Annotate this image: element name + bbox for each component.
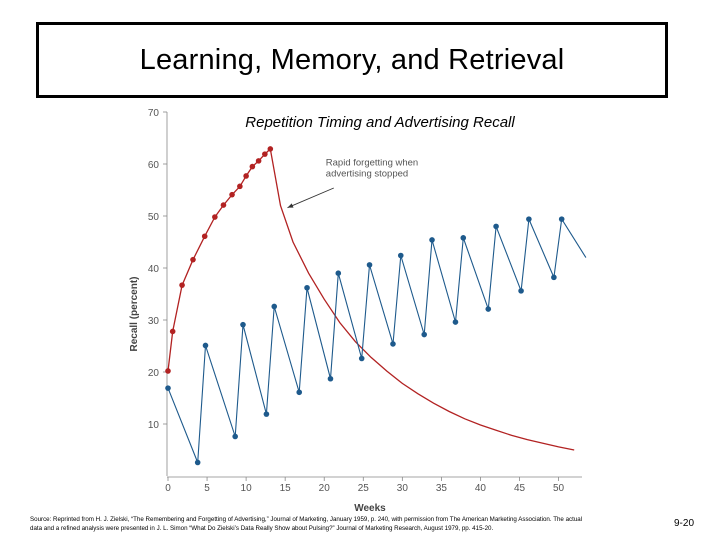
- pulsed-point: [493, 223, 499, 230]
- pulsed-point: [304, 284, 310, 291]
- x-tick-label: 20: [319, 483, 331, 494]
- slide-title: Learning, Memory, and Retrieval: [139, 43, 565, 76]
- pulsed-point: [421, 331, 428, 338]
- y-tick-label: 70: [148, 108, 160, 119]
- weekly-point: [179, 282, 185, 288]
- pulsed-point: [366, 262, 373, 268]
- chart-axes: 10 20 30 40 50 60 70 0 5 10 15 20 25 30 35 40 45 50 Weeks R…: [129, 108, 582, 514]
- pulsed-point: [518, 288, 524, 294]
- y-tick-label: 60: [148, 160, 160, 171]
- pulsed-point: [194, 459, 201, 466]
- weekly-point: [220, 202, 227, 208]
- pulsed-point: [271, 303, 278, 310]
- annotation-line-1: Rapid forgetting when: [326, 158, 418, 169]
- pulsed-point: [452, 319, 459, 325]
- y-axis-label: Recall (percent): [129, 276, 140, 351]
- pulsed-point: [335, 270, 342, 277]
- weekly-series-line: [167, 148, 271, 372]
- pulsed-point: [526, 216, 532, 222]
- pulsed-point: [296, 389, 303, 396]
- x-tick-label: 15: [280, 483, 292, 494]
- weekly-point: [190, 256, 196, 263]
- weekly-decay-line: [269, 148, 575, 451]
- weekly-point: [165, 368, 171, 374]
- weekly-point: [201, 233, 208, 240]
- source-line-1: Source: Reprinted from H. J. Zielski, “T…: [30, 516, 583, 523]
- y-tick-label: 20: [148, 368, 160, 379]
- annotation-line-2: advertising stopped: [326, 169, 408, 180]
- y-tick-label: 10: [148, 420, 160, 431]
- source-note: Source: Reprinted from H. J. Zielski, “T…: [30, 515, 670, 533]
- y-tick-label: 50: [148, 212, 160, 223]
- slide-number: 9-20: [674, 518, 695, 529]
- pulsed-point: [551, 274, 557, 281]
- pulsed-point: [429, 237, 435, 243]
- x-tick-label: 35: [436, 483, 448, 494]
- chart-series: [165, 146, 587, 466]
- pulsed-point: [327, 375, 334, 382]
- annotation-arrow: [287, 187, 334, 209]
- x-tick-label: 40: [475, 483, 487, 494]
- pulsed-point: [390, 341, 396, 347]
- x-tick-label: 0: [165, 483, 171, 494]
- pulsed-point: [460, 235, 467, 241]
- weekly-point: [255, 158, 262, 164]
- weekly-point: [169, 328, 176, 335]
- weekly-point: [237, 183, 243, 190]
- pulsed-point: [485, 306, 492, 312]
- weekly-point: [249, 163, 256, 170]
- pulsed-point: [558, 216, 565, 222]
- weekly-point: [229, 191, 235, 198]
- pulsed-point: [202, 342, 209, 349]
- pulsed-point: [165, 385, 171, 391]
- x-tick-label: 10: [241, 483, 253, 494]
- annotation-arrowhead: [287, 203, 294, 208]
- x-tick-label: 5: [204, 483, 210, 494]
- x-tick-label: 50: [553, 483, 565, 494]
- y-tick-label: 30: [148, 316, 160, 327]
- weekly-point: [243, 173, 249, 179]
- y-tick-label: 40: [148, 264, 160, 275]
- pulsed-point: [358, 355, 365, 362]
- x-axis-label: Weeks: [354, 503, 386, 514]
- slide-title-box: Learning, Memory, and Retrieval: [36, 22, 668, 98]
- weekly-point: [267, 146, 274, 152]
- pulsed-point: [397, 252, 404, 259]
- source-line-2: data and a refined analysis were present…: [30, 525, 494, 532]
- x-tick-label: 25: [358, 483, 370, 494]
- x-tick-label: 45: [514, 483, 526, 494]
- weekly-point: [212, 214, 218, 220]
- pulsed-point: [232, 433, 238, 440]
- chart-title: Repetition Timing and Advertising Recall: [245, 114, 515, 131]
- pulsed-series-line: [167, 216, 587, 463]
- weekly-point: [262, 151, 268, 157]
- pulsed-point: [240, 321, 246, 328]
- pulsed-point: [263, 411, 270, 417]
- x-tick-label: 30: [397, 483, 409, 494]
